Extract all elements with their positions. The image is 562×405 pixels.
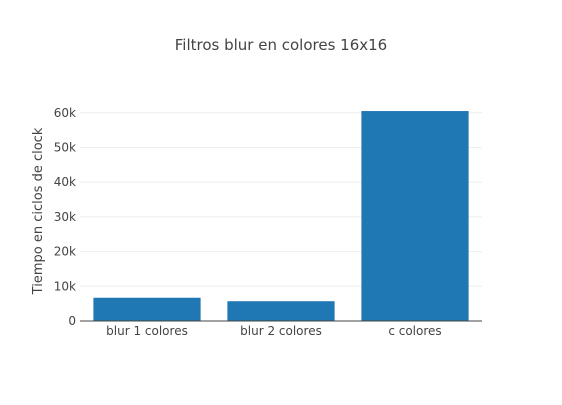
y-tick-label: 60k xyxy=(54,106,76,120)
y-tick-label: 50k xyxy=(54,140,76,154)
bar-layer xyxy=(93,111,469,321)
bar xyxy=(227,301,335,321)
y-tick-label: 40k xyxy=(54,175,76,189)
y-axis: 0 10k 20k 30k 40k 50k 60k xyxy=(54,106,76,328)
chart-title: Filtros blur en colores 16x16 xyxy=(175,36,387,54)
x-tick-label: blur 1 colores xyxy=(106,324,188,338)
y-tick-label: 30k xyxy=(54,210,76,224)
y-axis-title: Tiempo en ciclos de clock xyxy=(31,127,46,295)
y-tick-label: 20k xyxy=(54,245,76,259)
x-axis: blur 1 colores blur 2 colores c colores xyxy=(80,320,482,338)
x-tick-label: c colores xyxy=(388,324,441,338)
y-tick-label: 0 xyxy=(68,314,76,328)
y-tick-label: 10k xyxy=(54,279,76,293)
x-tick-label: blur 2 colores xyxy=(240,324,322,338)
bar xyxy=(93,297,201,321)
bar xyxy=(361,111,469,321)
